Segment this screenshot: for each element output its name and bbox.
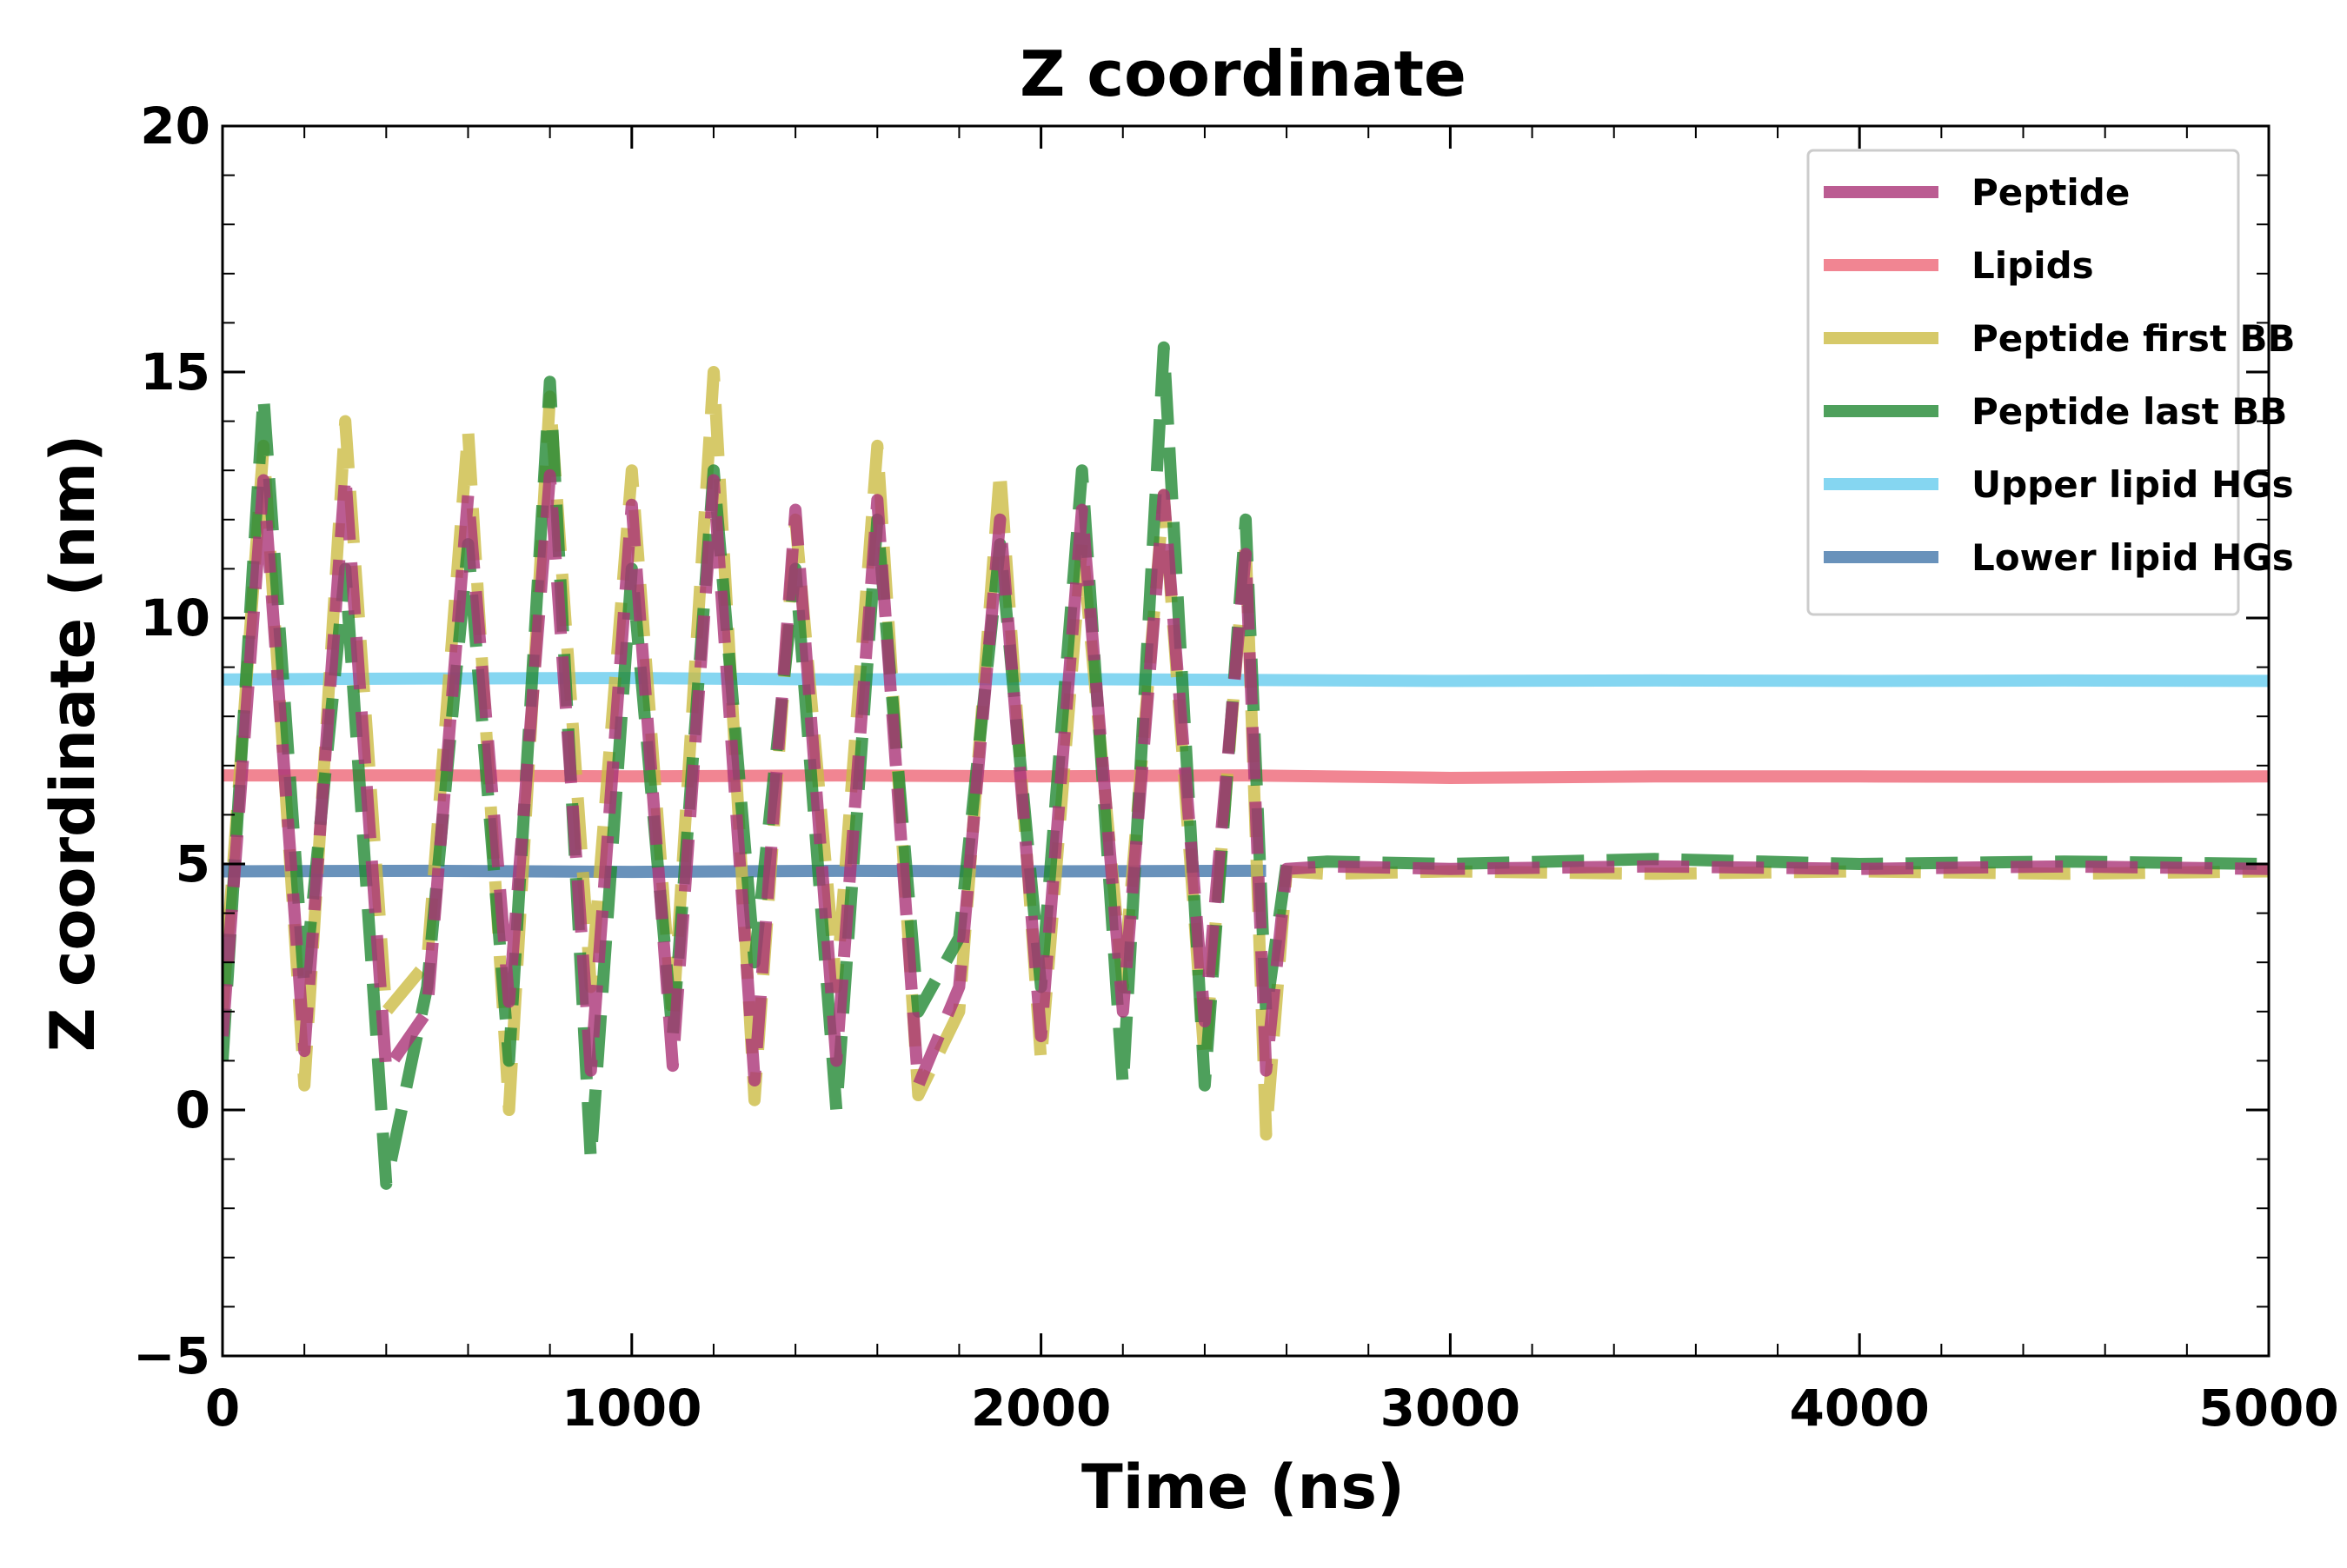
legend-label: Peptide (1971, 171, 2130, 214)
series-line-peptide (223, 468, 2269, 1092)
y-tick-label: 0 (176, 1080, 210, 1139)
x-tick-label: 5000 (2198, 1379, 2338, 1438)
y-axis-label: Z coordinate (nm) (37, 435, 109, 1053)
x-tick-label: 4000 (1789, 1379, 1929, 1438)
legend-label: Peptide first BB (1971, 317, 2296, 360)
y-tick-label: −5 (133, 1326, 210, 1385)
y-tick-label: 5 (176, 834, 210, 894)
legend-label: Lower lipid HGs (1971, 536, 2294, 579)
series-line-lipids (223, 769, 2269, 784)
x-axis-label: Time (ns) (1081, 1452, 1405, 1523)
y-tick-label: 20 (140, 96, 210, 156)
x-tick-label: 1000 (562, 1379, 701, 1438)
series-line-lower-lipid-hgs (223, 864, 1267, 879)
legend-label: Lipids (1971, 244, 2094, 287)
x-tick-label: 0 (205, 1379, 240, 1438)
legend: Peptide Lipids Peptide first BB Peptide las… (1806, 149, 2296, 616)
plot-frame (221, 124, 2271, 1358)
legend-label: Upper lipid HGs (1971, 463, 2294, 506)
series-layer (223, 341, 2269, 1190)
y-tick-label: 15 (140, 342, 210, 402)
chart-title: Z coordinate (1020, 37, 1466, 110)
x-tick-label: 3000 (1380, 1379, 1520, 1438)
y-tick-label: 10 (140, 588, 210, 648)
legend-label: Peptide last BB (1971, 390, 2287, 433)
x-tick-label: 2000 (971, 1379, 1111, 1438)
